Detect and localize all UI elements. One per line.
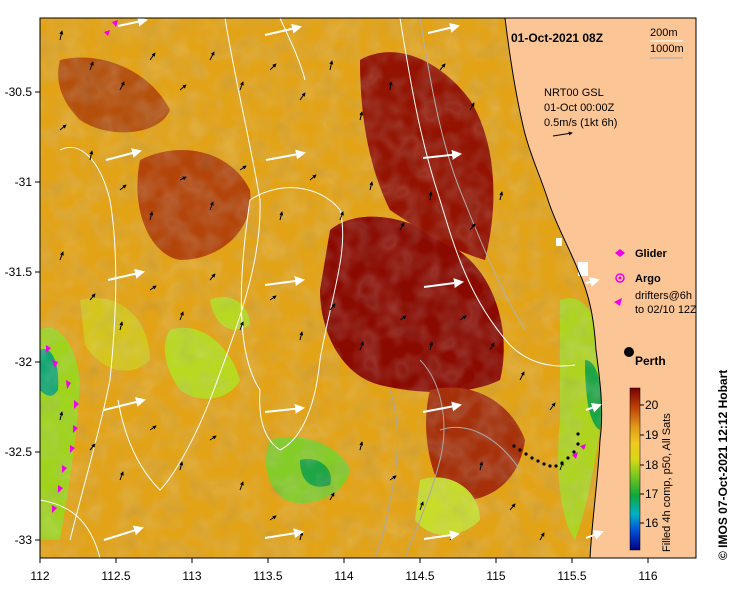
contour-200-label: 200m — [650, 27, 678, 39]
axis-ticks — [35, 91, 649, 563]
current-arrows — [103, 18, 604, 541]
colorbar-tick: 17 — [645, 487, 659, 501]
x-tick-label: 112.5 — [101, 569, 130, 583]
x-tick-label: 115 — [486, 569, 505, 583]
drifters-label: drifters@6h — [635, 290, 692, 302]
colorbar: 16 17 18 19 20 Filled 4h comp, p50, All … — [629, 387, 673, 552]
y-tick-label: -31 — [15, 175, 33, 189]
x-tick-label: 115.5 — [557, 569, 586, 583]
x-tick-label: 112 — [30, 569, 49, 583]
colorbar-tick: 18 — [645, 458, 659, 472]
x-tick-label: 113.5 — [253, 569, 282, 583]
x-tick-label: 114 — [334, 569, 353, 583]
perth-label: Perth — [635, 354, 666, 368]
y-tick-label: -32.5 — [5, 445, 33, 459]
y-tick-label: -30.5 — [5, 85, 33, 99]
credit-text: © IMOS 07-Oct-2021 12:12 Hobart — [716, 370, 730, 560]
current-date: 01-Oct 00:00Z — [544, 102, 615, 114]
glider-label: Glider — [635, 248, 668, 260]
colorbar-caption: Filled 4h comp, p50, All Sats — [661, 413, 673, 552]
y-tick-label: -32 — [15, 355, 33, 369]
map-title: 01-Oct-2021 08Z — [511, 31, 603, 45]
current-source: NRT00 GSL — [544, 87, 604, 99]
colorbar-tick: 16 — [645, 516, 659, 530]
argo-label: Argo — [635, 273, 661, 285]
x-axis: 112 112.5 113 113.5 114 114.5 115 115.5 … — [30, 569, 657, 583]
y-tick-label: -31.5 — [5, 265, 33, 279]
perth-marker — [624, 347, 634, 357]
glider-track — [512, 432, 580, 468]
current-vectors — [59, 30, 564, 541]
markers-legend: Glider Argo drifters@6h to 02/10 12Z — [614, 248, 697, 316]
contour-1000-label: 1000m — [650, 43, 684, 55]
y-axis: -30.5 -31 -31.5 -32 -32.5 -33 — [5, 85, 33, 547]
drifter-tracks — [46, 20, 118, 513]
sst-field — [40, 18, 696, 558]
x-tick-label: 116 — [638, 569, 657, 583]
current-legend: NRT00 GSL 01-Oct 00:00Z 0.5m/s (1kt 6h) — [544, 87, 617, 137]
colorbar-tick: 19 — [645, 428, 659, 442]
contour-legend: 200m 1000m — [650, 27, 684, 59]
drifters-period: to 02/10 12Z — [635, 304, 697, 316]
y-tick-label: -33 — [15, 533, 33, 547]
x-tick-label: 114.5 — [405, 569, 434, 583]
colorbar-tick: 20 — [645, 398, 659, 412]
current-scale: 0.5m/s (1kt 6h) — [544, 117, 617, 129]
x-tick-label: 113 — [182, 569, 201, 583]
